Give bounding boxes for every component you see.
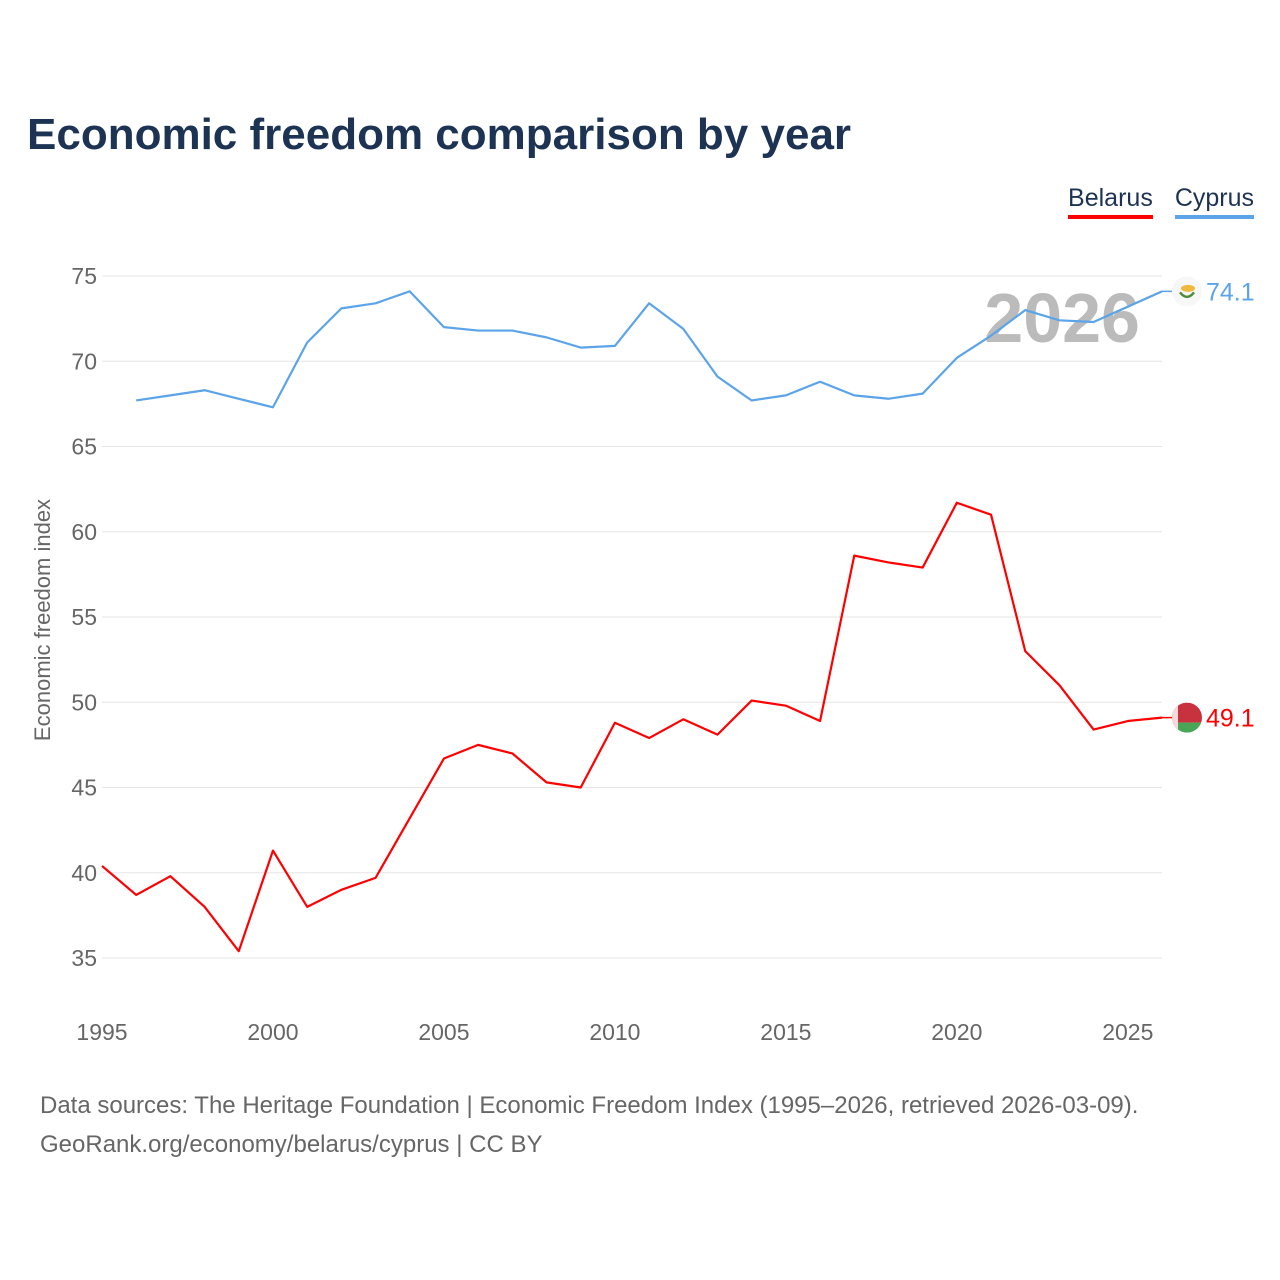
y-axis-label: Economic freedom index <box>30 499 55 741</box>
cyprus-flag-island <box>1181 284 1195 292</box>
series-line-cyprus <box>136 290 1163 409</box>
end-value-label-belarus: 49.1 <box>1206 705 1255 733</box>
x-tick-label: 2000 <box>247 1019 298 1045</box>
legend-cyprus[interactable]: Cyprus <box>1174 184 1254 219</box>
series-line-belarus <box>101 501 1163 953</box>
data-source-text: Data sources: The Heritage Foundation | … <box>40 1092 1139 1119</box>
x-tick-label: 2010 <box>589 1019 640 1045</box>
y-tick-label: 50 <box>71 689 97 715</box>
legend-belarus[interactable]: Belarus <box>1068 184 1153 219</box>
year-watermark: 2026 <box>984 279 1140 357</box>
y-tick-label: 75 <box>71 263 97 289</box>
cyprus-flag-branches <box>1179 291 1195 299</box>
x-tick-label: 2020 <box>931 1019 982 1045</box>
x-tick-label: 2025 <box>1102 1019 1153 1045</box>
x-tick-label: 2005 <box>418 1019 469 1045</box>
footer: Data sources: The Heritage Foundation | … <box>40 1086 1138 1164</box>
belarus-flag-ornament <box>1172 702 1178 733</box>
y-tick-label: 55 <box>71 604 97 630</box>
legend: Belarus Cyprus <box>1068 184 1254 219</box>
y-tick-label: 40 <box>71 860 97 886</box>
x-tick-label: 1995 <box>76 1019 127 1045</box>
y-tick-label: 60 <box>71 519 97 545</box>
end-value-label-cyprus: 74.1 <box>1206 278 1255 306</box>
x-tick-label: 2015 <box>760 1019 811 1045</box>
belarus-flag-icon <box>1172 702 1202 723</box>
attribution-text: GeoRank.org/economy/belarus/cyprus | CC … <box>40 1131 543 1158</box>
y-tick-label: 70 <box>71 348 97 374</box>
y-tick-label: 35 <box>71 945 97 971</box>
chart-title: Economic freedom comparison by year <box>27 110 852 159</box>
belarus-flag-green <box>1172 722 1202 733</box>
y-tick-label: 45 <box>71 775 97 801</box>
y-tick-label: 65 <box>71 434 97 460</box>
